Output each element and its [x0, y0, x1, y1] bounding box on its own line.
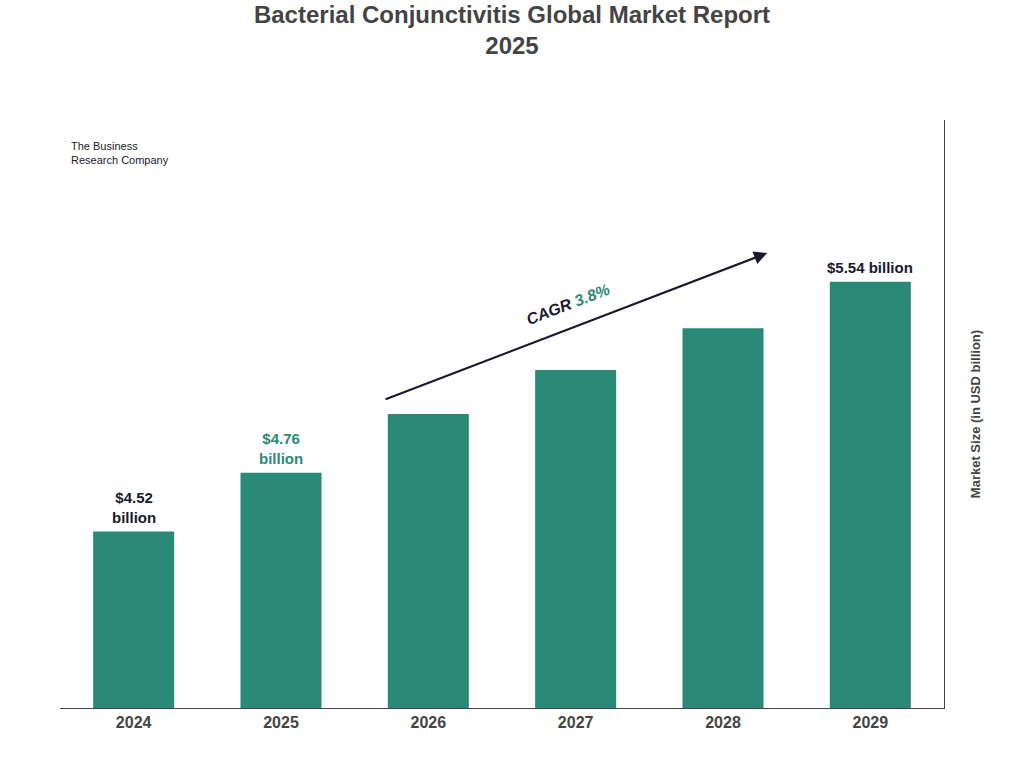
svg-text:2026: 2026: [411, 714, 447, 731]
svg-text:$4.76billion: $4.76billion: [259, 430, 303, 467]
svg-text:Bacterial Conjunctivitis Globa: Bacterial Conjunctivitis Global Market R…: [254, 1, 770, 59]
svg-text:2027: 2027: [558, 714, 594, 731]
svg-text:The BusinessResearch Company: The BusinessResearch Company: [71, 140, 169, 166]
svg-text:2029: 2029: [853, 714, 889, 731]
svg-text:Market Size (in USD billion): Market Size (in USD billion): [968, 330, 983, 498]
svg-text:2024: 2024: [116, 714, 152, 731]
svg-text:$4.52billion: $4.52billion: [112, 489, 156, 526]
svg-text:$5.54 billion: $5.54 billion: [827, 259, 913, 276]
svg-text:2025: 2025: [263, 714, 299, 731]
svg-text:2028: 2028: [705, 714, 741, 731]
svg-text:CAGR 3.8%: CAGR 3.8%: [524, 281, 612, 328]
